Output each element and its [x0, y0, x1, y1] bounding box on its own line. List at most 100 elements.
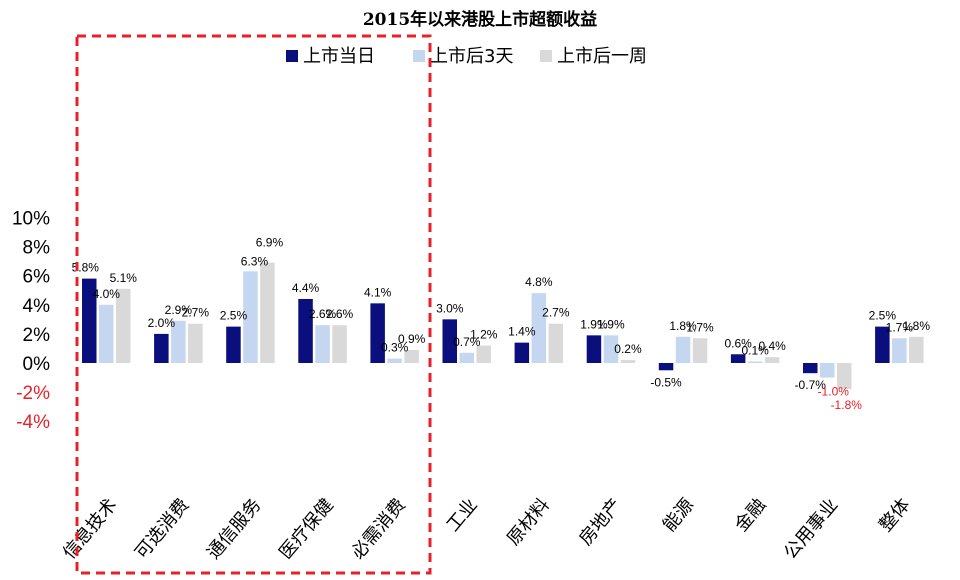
bar: [332, 325, 347, 363]
data-label: -0.7%: [795, 378, 827, 392]
data-label: 3.0%: [436, 301, 464, 315]
legend: 上市当日 上市后3天 上市后一周: [286, 46, 647, 67]
y-tick-label: 2%: [23, 325, 51, 346]
data-label: 0.1%: [741, 344, 769, 358]
data-label: 4.4%: [292, 281, 320, 295]
data-label-group: 5.8%4.0%5.1%2.0%2.9%2.7% 2.5%6.3%6.9%4.4%…: [72, 236, 931, 413]
bar: [243, 271, 258, 363]
bar: [747, 361, 763, 363]
bar: [82, 278, 97, 363]
data-label: -0.5%: [650, 375, 682, 389]
data-label: 1.7%: [886, 320, 914, 334]
data-label: 0.2%: [614, 342, 642, 356]
bar: [370, 303, 385, 363]
data-label: 1.9%: [580, 317, 608, 331]
category-label: 金融: [731, 495, 770, 536]
bar: [548, 323, 564, 363]
data-label: 1.8%: [903, 319, 931, 333]
data-label: 4.0%: [93, 287, 121, 301]
legend-swatch: [286, 50, 298, 62]
data-label: -1.8%: [831, 398, 863, 412]
legend-swatch: [413, 50, 425, 62]
legend-swatch: [540, 50, 552, 62]
bar: [298, 298, 313, 363]
data-label: 1.7%: [686, 320, 714, 334]
bar: [764, 357, 780, 363]
bar: [171, 320, 186, 363]
bar: [226, 326, 241, 363]
data-label: 0.7%: [453, 335, 481, 349]
bar-series-group: [82, 262, 924, 390]
legend-label: 上市后一周: [557, 46, 647, 67]
highlight-box: [75, 34, 432, 575]
data-label: 2.0%: [148, 316, 176, 330]
bar: [531, 293, 547, 363]
category-label: 工业: [443, 495, 482, 536]
data-label: 1.8%: [669, 319, 697, 333]
bar: [476, 345, 491, 363]
data-label: 2.7%: [542, 306, 570, 320]
category-label: 可选消费: [131, 495, 193, 564]
bar: [586, 335, 602, 363]
bar: [909, 336, 924, 363]
y-tick-label: 0%: [23, 354, 51, 375]
y-tick-label: 8%: [23, 238, 51, 259]
bar: [692, 338, 708, 363]
data-label: 0.4%: [758, 339, 786, 353]
category-label: 医疗保健: [275, 495, 337, 564]
bar: [820, 363, 835, 378]
bar: [875, 326, 890, 363]
data-label: 4.1%: [364, 285, 392, 299]
data-label: 0.3%: [381, 341, 409, 355]
bar: [154, 333, 169, 363]
legend-label: 上市后3天: [430, 46, 513, 67]
bar: [730, 354, 746, 363]
chart-title: 2015年以来港股上市超额收益: [363, 9, 597, 30]
bar: [620, 360, 636, 363]
y-tick-label: -2%: [16, 383, 50, 404]
category-label: 房地产: [575, 495, 626, 550]
bar: [803, 363, 818, 374]
bar: [404, 349, 419, 363]
data-label: 2.6%: [326, 307, 354, 321]
y-tick-label: 10%: [12, 209, 50, 230]
data-label: 6.9%: [256, 236, 284, 250]
data-label: 1.4%: [508, 325, 536, 339]
bar: [387, 358, 402, 363]
y-tick-label: -4%: [16, 412, 50, 433]
bar: [459, 352, 474, 363]
data-label: 0.9%: [398, 332, 426, 346]
data-label: 2.5%: [220, 309, 248, 323]
category-label: 能源: [659, 495, 698, 536]
bar: [315, 325, 330, 363]
data-label: -1.0%: [818, 385, 850, 399]
data-label: 6.3%: [241, 254, 269, 268]
bar: [837, 363, 852, 390]
bar: [188, 323, 203, 363]
category-label: 整体: [875, 495, 914, 536]
data-label: 2.6%: [309, 307, 337, 321]
category-axis: 信息技术 可选消费 通信服务 医疗保健 必需消费 工业 原材料 房地产 能源 金融 公用事业 整体: [59, 495, 914, 564]
category-label: 通信服务: [203, 495, 265, 564]
bar: [260, 262, 275, 363]
bar: [892, 338, 907, 363]
bar: [442, 319, 457, 363]
category-label: 必需消费: [347, 495, 409, 564]
bar: [514, 342, 530, 363]
bar: [603, 335, 619, 363]
data-label: 2.9%: [165, 303, 193, 317]
data-label: 5.1%: [110, 271, 138, 285]
data-label: 1.2%: [470, 328, 498, 342]
category-label: 信息技术: [59, 495, 121, 564]
y-axis: 10% 8% 6% 4% 2% 0% -2% -4%: [12, 209, 50, 434]
legend-label: 上市当日: [303, 46, 375, 67]
bar: [675, 336, 691, 363]
y-tick-label: 6%: [23, 267, 51, 288]
data-label: 1.9%: [597, 317, 625, 331]
y-tick-label: 4%: [23, 296, 51, 317]
bar: [116, 288, 131, 363]
data-label: 2.5%: [869, 309, 897, 323]
category-label: 原材料: [503, 495, 554, 550]
